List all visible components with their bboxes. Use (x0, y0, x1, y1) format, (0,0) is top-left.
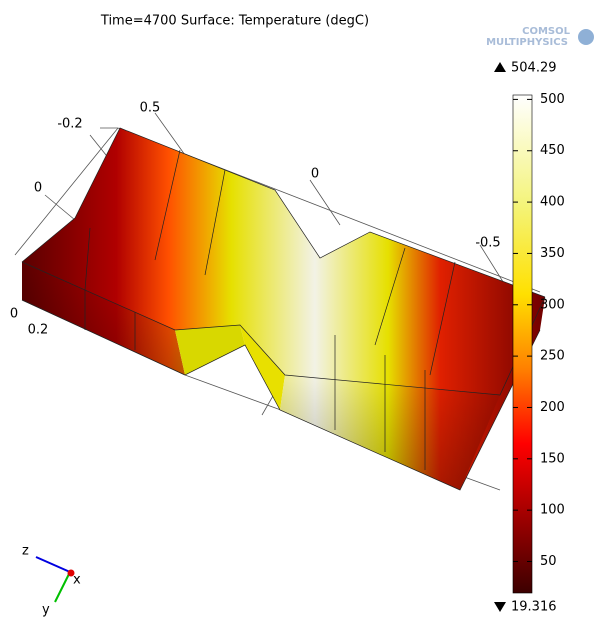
colorbar-tick-label: 50 (540, 554, 557, 569)
orientation-triad: z x y (22, 544, 81, 617)
max-marker (494, 62, 506, 72)
logo-line1: COMSOL (522, 26, 570, 37)
axis-tick-label: 0 (10, 307, 18, 322)
colorbar-tick-label: 400 (540, 195, 565, 210)
colorbar-tick-label: 500 (540, 92, 565, 107)
colorbar-tick-label: 300 (540, 297, 565, 312)
colorbar (513, 95, 532, 593)
axis-tick-label: -0.2 (57, 117, 82, 132)
triad-y: y (42, 603, 50, 617)
axis-tick-label: 0 (34, 181, 42, 196)
logo-line2: MULTIPHYSICS (486, 37, 568, 48)
plot-title: Time=4700 Surface: Temperature (degC) (100, 14, 369, 29)
colorbar-tick-label: 150 (540, 451, 565, 466)
logo-icon (578, 29, 594, 45)
triad-z: z (22, 544, 29, 559)
colorbar-min: 19.316 (511, 600, 557, 615)
colorbar-tick-label: 100 (540, 503, 565, 518)
temperature-surface (22, 128, 545, 490)
colorbar-tick-label: 450 (540, 143, 565, 158)
colorbar-tick-label: 200 (540, 400, 565, 415)
min-marker (494, 602, 506, 612)
axis-tick-label: -0.5 (475, 236, 500, 251)
colorbar-tick-label: 250 (540, 349, 565, 364)
colorbar-max: 504.29 (511, 61, 557, 76)
axis-tick-label: 0 (311, 167, 319, 182)
plot-window: Time=4700 Surface: Temperature (degC) CO… (0, 0, 597, 617)
triad-x: x (73, 573, 81, 588)
axis-tick-label: 0.2 (28, 323, 49, 338)
axis-tick-label: 0.5 (140, 101, 161, 116)
colorbar-tick-label: 350 (540, 246, 565, 261)
